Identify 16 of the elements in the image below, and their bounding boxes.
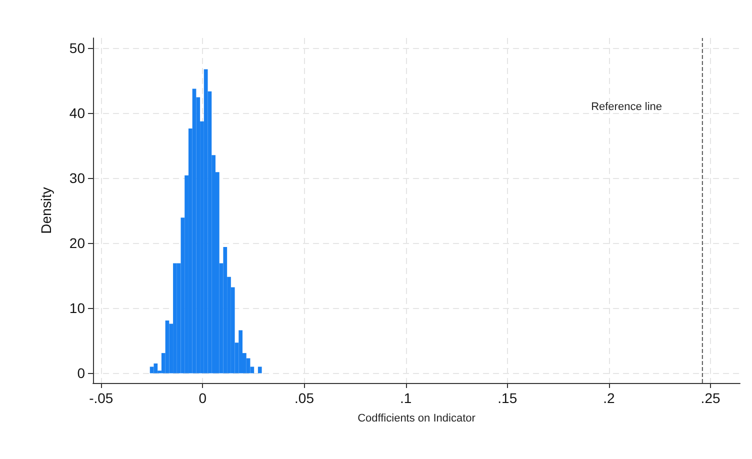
x-tick-label: 0 — [198, 390, 207, 406]
y-axis-title: Density — [38, 187, 54, 234]
y-tick-label: 20 — [69, 235, 86, 252]
y-tick-label: 0 — [77, 365, 86, 382]
y-tick-label: 40 — [69, 104, 86, 121]
y-tick-label: 30 — [69, 170, 86, 186]
y-tick-label: 50 — [69, 40, 86, 56]
x-tick-label: .1 — [400, 390, 412, 406]
x-tick-label: .25 — [700, 390, 720, 406]
x-tick-label: .15 — [498, 390, 518, 406]
x-axis-title: Codfficients on Indicator — [358, 412, 476, 424]
x-tick-label: -.05 — [89, 390, 114, 406]
x-tick-label: .2 — [603, 390, 616, 406]
y-tick-label: 10 — [69, 300, 86, 316]
x-tick-label: .05 — [294, 390, 314, 406]
annotation: Reference line — [591, 101, 662, 113]
